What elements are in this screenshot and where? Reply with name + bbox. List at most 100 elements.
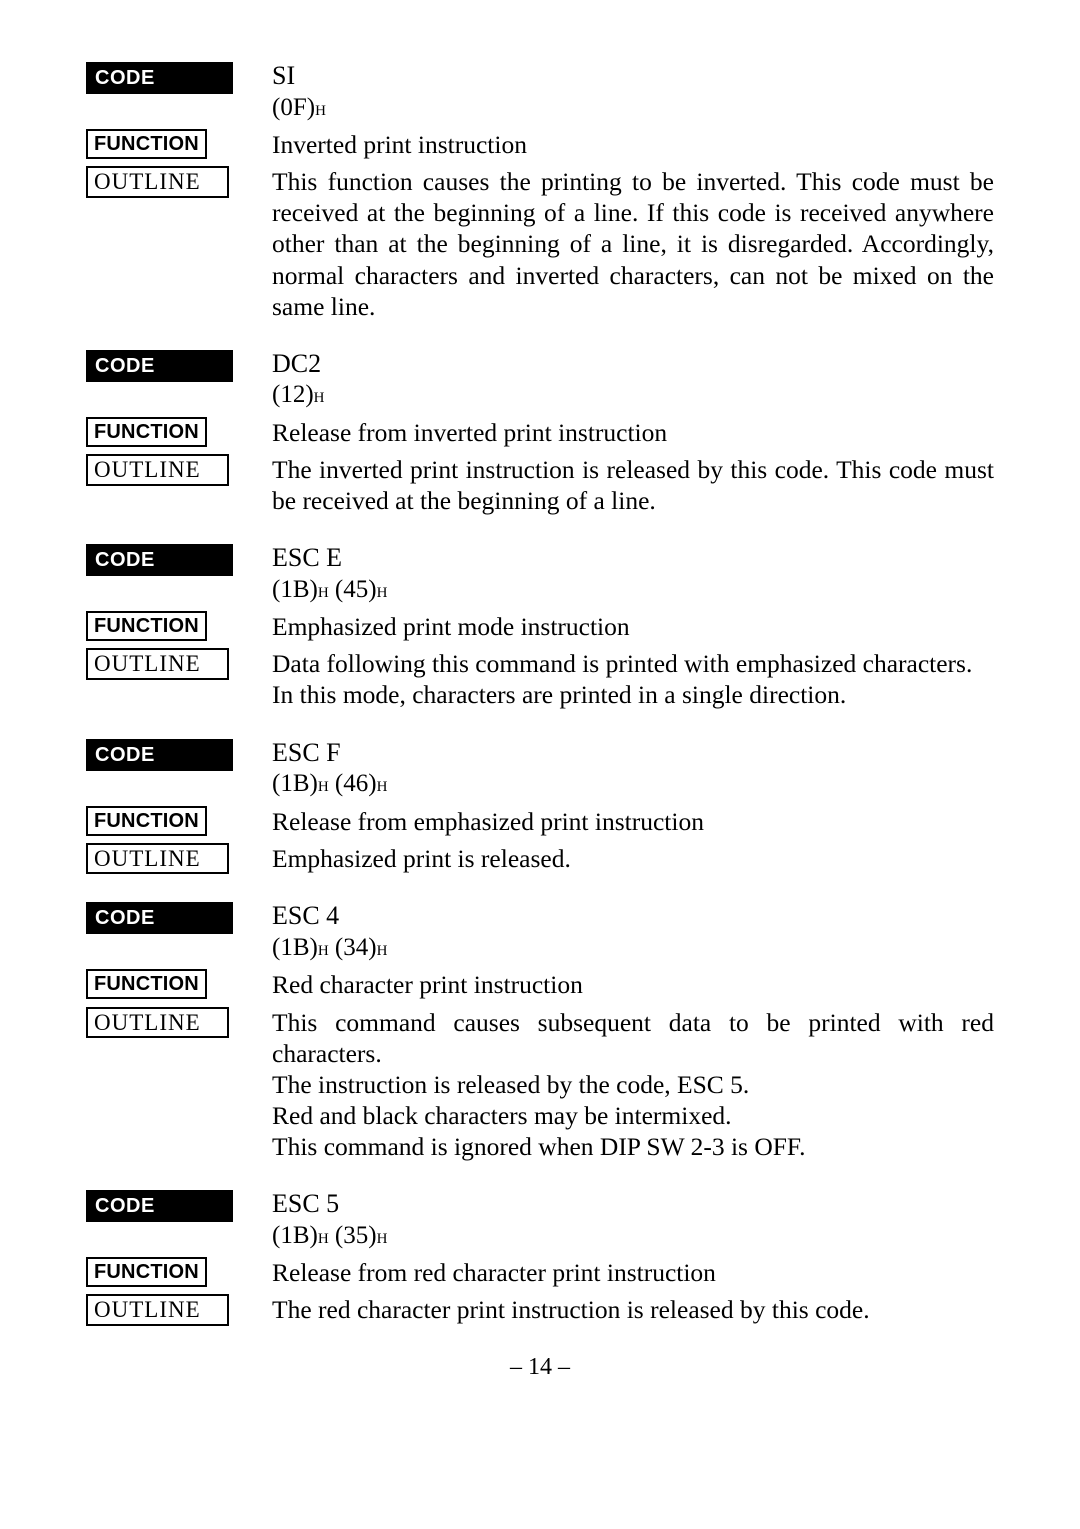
code-content: ESC 4 (1B)H (34)H <box>272 902 994 963</box>
outline-text: The inverted print instruction is releas… <box>272 454 994 516</box>
code-content: ESC E (1B)H (45)H <box>272 544 994 605</box>
code-hex: (1B)H (34)H <box>272 933 994 964</box>
outline-label: OUTLINE <box>86 454 229 486</box>
hex-subscript: H <box>318 779 329 795</box>
label-col: OUTLINE <box>86 1007 272 1039</box>
function-label: FUNCTION <box>86 417 207 447</box>
outline-row: OUTLINE Emphasized print is released. <box>86 843 994 875</box>
label-col: CODE <box>86 739 272 771</box>
label-col: OUTLINE <box>86 454 272 486</box>
code-hex: (0F)HH <box>272 93 994 124</box>
function-label: FUNCTION <box>86 806 207 836</box>
function-text: Red character print instruction <box>272 969 994 1000</box>
code-label: CODE <box>86 739 233 771</box>
outline-text: This command causes subsequent data to b… <box>272 1007 994 1163</box>
function-row: FUNCTION Emphasized print mode instructi… <box>86 611 994 642</box>
label-col: FUNCTION <box>86 417 272 447</box>
label-col: FUNCTION <box>86 1257 272 1287</box>
code-label: CODE <box>86 902 233 934</box>
code-hex: (1B)H (45)H <box>272 575 994 606</box>
hex-subscript: H <box>315 103 326 119</box>
code-content: SI (0F)HH <box>272 62 994 123</box>
function-text: Release from emphasized print instructio… <box>272 806 994 837</box>
command-entry: CODE ESC F (1B)H (46)H FUNCTION Release … <box>86 739 994 875</box>
label-col: CODE <box>86 350 272 382</box>
function-row: FUNCTION Release from emphasized print i… <box>86 806 994 837</box>
label-col: FUNCTION <box>86 611 272 641</box>
code-row: CODE SI (0F)HH <box>86 62 994 123</box>
command-entry: CODE DC2 (12)HH FUNCTION Release from in… <box>86 350 994 516</box>
code-label: CODE <box>86 1190 233 1222</box>
function-label: FUNCTION <box>86 969 207 999</box>
outline-row: OUTLINE The inverted print instruction i… <box>86 454 994 516</box>
label-col: OUTLINE <box>86 166 272 198</box>
code-row: CODE ESC 5 (1B)H (35)H <box>86 1190 994 1251</box>
label-col: FUNCTION <box>86 129 272 159</box>
outline-row: OUTLINE The red character print instruct… <box>86 1294 994 1326</box>
code-label: CODE <box>86 350 233 382</box>
code-content: ESC F (1B)H (46)H <box>272 739 994 800</box>
code-row: CODE ESC F (1B)H (46)H <box>86 739 994 800</box>
label-col: OUTLINE <box>86 648 272 680</box>
function-text: Emphasized print mode instruction <box>272 611 994 642</box>
function-label: FUNCTION <box>86 129 207 159</box>
hex-subscript: H <box>377 779 388 795</box>
code-name: SI <box>272 62 994 91</box>
code-row: CODE DC2 (12)HH <box>86 350 994 411</box>
command-entry: CODE ESC E (1B)H (45)H FUNCTION Emphasiz… <box>86 544 994 710</box>
code-row: CODE ESC 4 (1B)H (34)H <box>86 902 994 963</box>
code-name: ESC E <box>272 544 994 573</box>
hex-subscript: H <box>377 585 388 601</box>
label-col: OUTLINE <box>86 1294 272 1326</box>
hex-subscript: H <box>318 1231 329 1247</box>
label-col: FUNCTION <box>86 806 272 836</box>
outline-text: The red character print instruction is r… <box>272 1294 994 1325</box>
page: CODE SI (0F)HH FUNCTION Inverted print i… <box>0 0 1080 1421</box>
outline-label: OUTLINE <box>86 166 229 198</box>
outline-label: OUTLINE <box>86 1007 229 1039</box>
function-row: FUNCTION Red character print instruction <box>86 969 994 1000</box>
command-entry: CODE SI (0F)HH FUNCTION Inverted print i… <box>86 62 994 322</box>
code-hex: (1B)H (35)H <box>272 1221 994 1252</box>
code-name: ESC 5 <box>272 1190 994 1219</box>
function-row: FUNCTION Inverted print instruction <box>86 129 994 160</box>
command-entry: CODE ESC 4 (1B)H (34)H FUNCTION Red char… <box>86 902 994 1162</box>
label-col: CODE <box>86 544 272 576</box>
function-row: FUNCTION Release from inverted print ins… <box>86 417 994 448</box>
code-hex: (1B)H (46)H <box>272 769 994 800</box>
code-row: CODE ESC E (1B)H (45)H <box>86 544 994 605</box>
hex-subscript: H <box>318 585 329 601</box>
outline-text: This function causes the printing to be … <box>272 166 994 322</box>
code-content: ESC 5 (1B)H (35)H <box>272 1190 994 1251</box>
code-name: DC2 <box>272 350 994 379</box>
label-col: CODE <box>86 902 272 934</box>
outline-label: OUTLINE <box>86 648 229 680</box>
hex-subscript: H <box>314 390 325 406</box>
outline-row: OUTLINE This command causes subsequent d… <box>86 1007 994 1163</box>
code-label: CODE <box>86 544 233 576</box>
page-number: – 14 – <box>86 1354 994 1381</box>
hex-subscript: H <box>318 943 329 959</box>
outline-text: Data following this command is printed w… <box>272 648 994 710</box>
outline-row: OUTLINE Data following this command is p… <box>86 648 994 710</box>
code-label: CODE <box>86 62 233 94</box>
function-row: FUNCTION Release from red character prin… <box>86 1257 994 1288</box>
code-hex: (12)HH <box>272 380 994 411</box>
function-label: FUNCTION <box>86 611 207 641</box>
label-col: CODE <box>86 1190 272 1222</box>
command-entry: CODE ESC 5 (1B)H (35)H FUNCTION Release … <box>86 1190 994 1326</box>
function-text: Release from red character print instruc… <box>272 1257 994 1288</box>
outline-row: OUTLINE This function causes the printin… <box>86 166 994 322</box>
function-text: Inverted print instruction <box>272 129 994 160</box>
entries-list: CODE SI (0F)HH FUNCTION Inverted print i… <box>86 62 994 1326</box>
code-name: ESC 4 <box>272 902 994 931</box>
label-col: CODE <box>86 62 272 94</box>
function-label: FUNCTION <box>86 1257 207 1287</box>
outline-text: Emphasized print is released. <box>272 843 994 874</box>
function-text: Release from inverted print instruction <box>272 417 994 448</box>
code-name: ESC F <box>272 739 994 768</box>
label-col: OUTLINE <box>86 843 272 875</box>
outline-label: OUTLINE <box>86 843 229 875</box>
label-col: FUNCTION <box>86 969 272 999</box>
outline-label: OUTLINE <box>86 1294 229 1326</box>
